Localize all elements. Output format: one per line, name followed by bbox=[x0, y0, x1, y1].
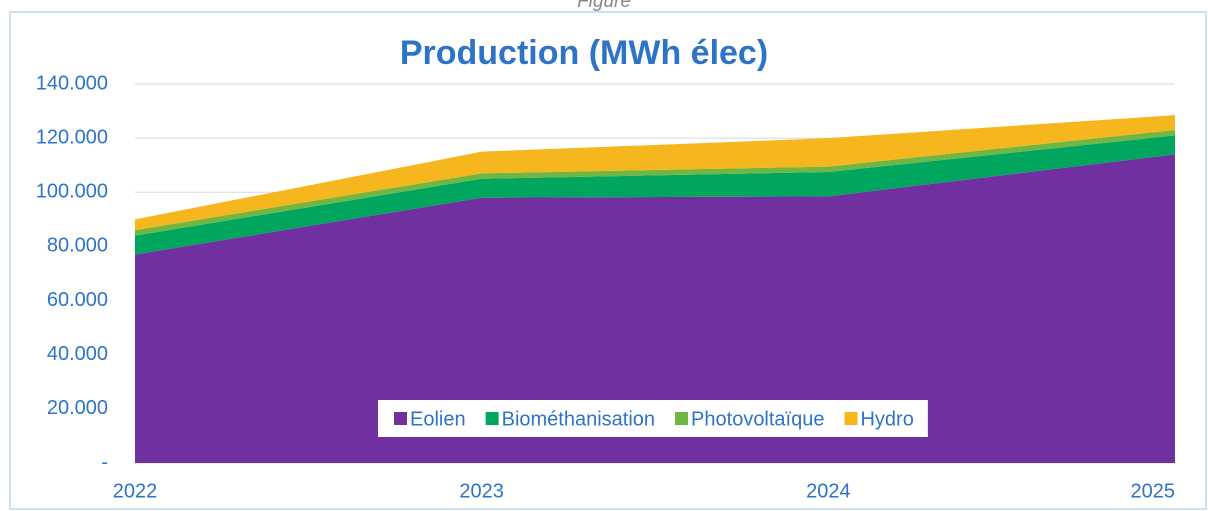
legend-swatch bbox=[394, 412, 407, 425]
area bbox=[135, 135, 1175, 255]
x-tick-label: 2023 bbox=[459, 480, 504, 502]
legend-label: Eolien bbox=[410, 408, 466, 430]
y-tick-label: 40.000 bbox=[47, 343, 108, 365]
legend-label: Photovoltaïque bbox=[691, 408, 824, 430]
x-tick-label: 2024 bbox=[806, 480, 851, 502]
y-tick-label: - bbox=[101, 451, 108, 473]
figure-caption: Figure bbox=[577, 0, 631, 12]
legend-label: Biométhanisation bbox=[502, 408, 655, 430]
y-tick-label: 60.000 bbox=[47, 289, 108, 311]
legend-swatch bbox=[675, 412, 689, 425]
y-tick-label: 20.000 bbox=[47, 397, 108, 419]
x-tick-label: 2025 bbox=[1131, 480, 1176, 502]
y-tick-label: 100.000 bbox=[36, 181, 108, 203]
legend-swatch bbox=[485, 412, 499, 425]
area bbox=[135, 154, 1175, 463]
chart-title: Production (MWh élec) bbox=[400, 34, 768, 72]
legend-box bbox=[378, 400, 928, 437]
y-tick-label: 140.000 bbox=[36, 72, 108, 94]
area bbox=[135, 115, 1175, 231]
legend-swatch bbox=[844, 412, 858, 425]
y-tick-label: 80.000 bbox=[47, 235, 108, 257]
y-tick-label: 120.000 bbox=[36, 126, 108, 148]
x-tick-label: 2022 bbox=[113, 480, 158, 502]
legend-label: Hydro bbox=[860, 408, 913, 430]
